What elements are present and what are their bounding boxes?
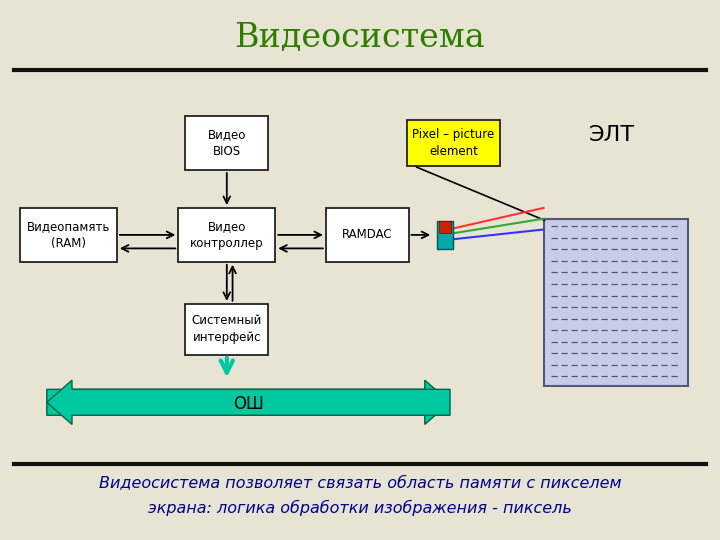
Text: Системный
интерфейс: Системный интерфейс — [192, 314, 262, 345]
FancyBboxPatch shape — [186, 303, 268, 355]
Text: Видеопамять
(RAM): Видеопамять (RAM) — [27, 220, 110, 250]
Text: Видеосистема: Видеосистема — [235, 22, 485, 54]
FancyArrow shape — [47, 380, 450, 424]
Text: Видео
контроллер: Видео контроллер — [190, 220, 264, 250]
Text: RAMDAC: RAMDAC — [342, 228, 392, 241]
FancyBboxPatch shape — [186, 116, 268, 170]
Text: Видеосистема позволяет связать область памяти с пикселем
экрана: логика обработк: Видеосистема позволяет связать область п… — [99, 476, 621, 516]
FancyBboxPatch shape — [19, 208, 117, 262]
FancyBboxPatch shape — [544, 219, 688, 386]
FancyBboxPatch shape — [325, 208, 409, 262]
Text: ОШ: ОШ — [233, 395, 264, 413]
FancyBboxPatch shape — [407, 120, 500, 166]
FancyBboxPatch shape — [438, 221, 454, 249]
FancyBboxPatch shape — [179, 208, 275, 262]
Text: Pixel – picture
element: Pixel – picture element — [413, 128, 495, 158]
Text: Видео
BIOS: Видео BIOS — [207, 128, 246, 158]
FancyBboxPatch shape — [439, 221, 451, 233]
FancyArrow shape — [47, 380, 450, 424]
Text: ЭЛТ: ЭЛТ — [589, 125, 635, 145]
